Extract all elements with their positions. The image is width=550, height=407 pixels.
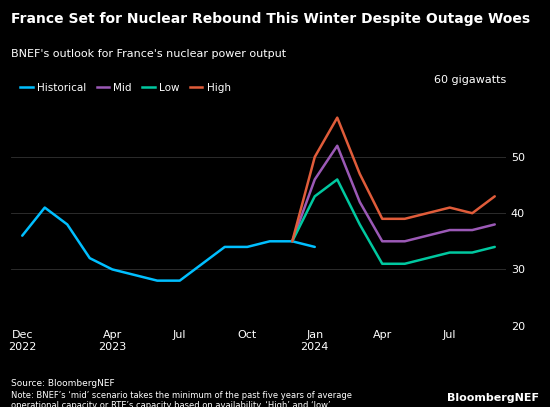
Text: Note: BNEF’s ‘mid’ scenario takes the minimum of the past five years of average
: Note: BNEF’s ‘mid’ scenario takes the mi… bbox=[11, 391, 352, 407]
Text: BNEF's outlook for France's nuclear power output: BNEF's outlook for France's nuclear powe… bbox=[11, 49, 286, 59]
Text: Source: BloombergNEF: Source: BloombergNEF bbox=[11, 379, 114, 387]
Text: 60 gigawatts: 60 gigawatts bbox=[434, 75, 506, 85]
Text: BloombergNEF: BloombergNEF bbox=[447, 393, 539, 403]
Legend: Historical, Mid, Low, High: Historical, Mid, Low, High bbox=[16, 79, 235, 97]
Text: France Set for Nuclear Rebound This Winter Despite Outage Woes: France Set for Nuclear Rebound This Wint… bbox=[11, 12, 530, 26]
